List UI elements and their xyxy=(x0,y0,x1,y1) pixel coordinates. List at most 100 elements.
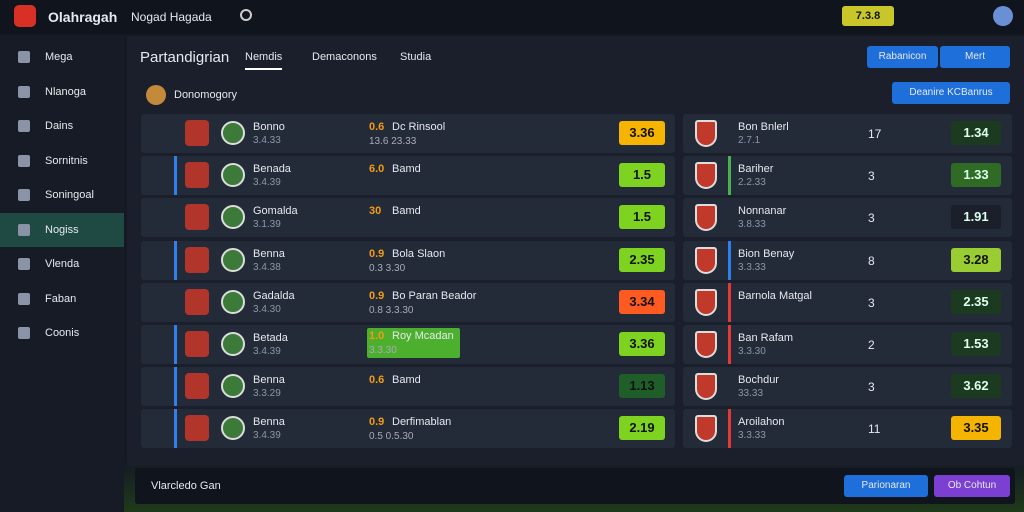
odd-button[interactable]: 3.35 xyxy=(951,416,1001,441)
row-accent xyxy=(728,367,731,407)
sidebar-item[interactable]: Vlenda xyxy=(0,247,124,281)
team-name: Benna xyxy=(253,374,285,387)
match-time: 0.9 xyxy=(369,289,385,302)
team-meta: 3.3.30 xyxy=(738,346,766,357)
match-row[interactable]: Bonno 3.4.33 0.6 Dc Rinsool 13.6 23.33 3.36 xyxy=(141,114,675,153)
footer-button[interactable]: Ob Cohtun xyxy=(934,475,1010,497)
odd-button[interactable]: 3.62 xyxy=(951,374,1001,399)
tab[interactable]: Studia xyxy=(400,51,432,63)
sidebar-item[interactable]: Soningoal xyxy=(0,178,124,212)
top-button[interactable]: Rabanicon xyxy=(867,46,938,68)
event-name: Derfimablan xyxy=(392,416,452,429)
odd-button[interactable]: 3.34 xyxy=(619,289,665,314)
odd-button[interactable]: 1.5 xyxy=(619,163,665,188)
sidebar-label: Vlenda xyxy=(45,258,80,270)
odd-button[interactable]: 2.35 xyxy=(619,247,665,272)
row-accent xyxy=(174,367,177,407)
match-row[interactable]: Benna 3.3.29 0.6 Bamd 1.13 xyxy=(141,367,675,407)
odd-button[interactable]: 1.53 xyxy=(951,332,1001,356)
sidebar-item[interactable]: Coonis xyxy=(0,316,124,350)
sidebar-icon xyxy=(18,223,30,236)
crest xyxy=(695,415,717,443)
filter[interactable]: Donomogory xyxy=(174,89,237,101)
standing-row[interactable]: Aroilahon 3.3.33 11 3.35 xyxy=(683,409,1012,449)
balance[interactable]: 7.3.8 xyxy=(842,6,894,26)
odd-button[interactable]: 3.36 xyxy=(619,332,665,356)
user-name[interactable]: Nogad Hagada xyxy=(131,10,212,24)
odd-button[interactable]: 1.33 xyxy=(951,163,1001,188)
standing-row[interactable]: Bon Bnlerl 2.7.1 17 1.34 xyxy=(683,114,1012,153)
match-row[interactable]: Benna 3.4.38 0.9 Bola Slaon 0.3 3.30 2.35 xyxy=(141,240,675,280)
filter-icon xyxy=(146,85,166,105)
crest xyxy=(695,204,717,232)
sidebar-item[interactable]: Nogiss xyxy=(0,212,124,247)
team-name: Benna xyxy=(253,247,285,260)
crest xyxy=(221,416,245,441)
match-row[interactable]: Benada 3.4.39 6.0 Bamd 1.5 xyxy=(141,156,675,196)
match-row[interactable]: Gomalda 3.1.39 30 Bamd 1.5 xyxy=(141,198,675,238)
action-button[interactable]: Deanire KCBanrus xyxy=(892,82,1010,104)
event-name: Bamd xyxy=(392,205,421,218)
team-name: Bion Benay xyxy=(738,247,795,260)
match-time: 0.9 xyxy=(369,416,385,429)
odd-button[interactable]: 2.35 xyxy=(951,289,1001,314)
odd-button[interactable]: 3.36 xyxy=(619,121,665,145)
sidebar-item[interactable]: Faban xyxy=(0,282,124,316)
odd-button[interactable]: 1.5 xyxy=(619,205,665,230)
odd-button[interactable]: 2.19 xyxy=(619,416,665,441)
team-name: Nonnanar xyxy=(738,205,787,218)
standing-row[interactable]: Bion Benay 3.3.33 8 3.28 xyxy=(683,240,1012,280)
player xyxy=(185,246,209,273)
team-meta: 2.2.33 xyxy=(738,177,766,189)
match-row[interactable]: Benna 3.4.39 0.9 Derfimablan 0.5 0.5.30 2.19 xyxy=(141,409,675,449)
player xyxy=(185,162,209,189)
sidebar-item[interactable]: Sornitnis xyxy=(0,144,124,178)
crest xyxy=(221,205,245,230)
team-meta: 3.3.29 xyxy=(253,388,281,400)
crest xyxy=(695,288,717,316)
standing-row[interactable]: Nonnanar 3.8.33 3 1.91 xyxy=(683,198,1012,238)
match-row[interactable]: Gadalda 3.4.30 0.9 Bo Paran Beador 0.8 3.3.3… xyxy=(141,282,675,322)
rank: 2 xyxy=(868,338,875,352)
team-name: Bochdur xyxy=(738,374,779,387)
standing-row[interactable]: Bariher 2.2.33 3 1.33 xyxy=(683,156,1012,196)
avatar[interactable] xyxy=(993,6,1013,26)
crest xyxy=(221,374,245,399)
team-name: Benada xyxy=(253,163,291,176)
sidebar-item[interactable]: Mega xyxy=(0,40,124,74)
team-name: Bonno xyxy=(253,121,285,133)
search-icon xyxy=(240,9,252,21)
crest xyxy=(695,162,717,190)
standing-row[interactable]: Barnola Matgal 3 2.35 xyxy=(683,282,1012,322)
row-accent xyxy=(174,325,177,364)
tab[interactable]: Nemdis xyxy=(245,51,283,70)
match-time: 30 xyxy=(369,205,382,218)
row-accent xyxy=(728,409,731,449)
sidebar-item[interactable]: Nlanoga xyxy=(0,75,124,109)
standing-row[interactable]: Ban Rafam 3.3.30 2 1.53 xyxy=(683,325,1012,364)
top-button[interactable]: Mert xyxy=(940,46,1010,68)
sidebar-label: Soningoal xyxy=(45,189,94,201)
odd-button[interactable]: 1.91 xyxy=(951,205,1001,230)
odd-button[interactable]: 1.13 xyxy=(619,374,665,399)
standing-row[interactable]: Bochdur 33.33 3 3.62 xyxy=(683,367,1012,407)
rank: 3 xyxy=(868,295,875,310)
sidebar-item[interactable]: Dains xyxy=(0,109,124,143)
team-meta: 3.1.39 xyxy=(253,219,281,231)
event-name: Bamd xyxy=(392,374,421,387)
match-row[interactable]: Betada 3.4.39 1.0 Roy Mcadan 3.3.30 3.36 xyxy=(141,325,675,364)
odd-button[interactable]: 1.34 xyxy=(951,121,1001,145)
brand: Olahragah xyxy=(48,9,118,25)
sidebar xyxy=(0,36,124,512)
sidebar-icon xyxy=(18,258,30,270)
tab[interactable]: Demaconons xyxy=(312,51,377,63)
footer-text: Vlarcledo Gan xyxy=(151,480,221,492)
rank: 3 xyxy=(868,380,875,395)
team-name: Ban Rafam xyxy=(738,332,794,344)
footer-button[interactable]: Parionaran xyxy=(844,475,928,497)
odd-button[interactable]: 3.28 xyxy=(951,247,1001,272)
event-detail: 0.5 0.5.30 xyxy=(369,431,414,443)
crest xyxy=(695,331,717,358)
event-name: Dc Rinsool xyxy=(392,121,446,133)
team-meta: 3.4.39 xyxy=(253,346,281,357)
